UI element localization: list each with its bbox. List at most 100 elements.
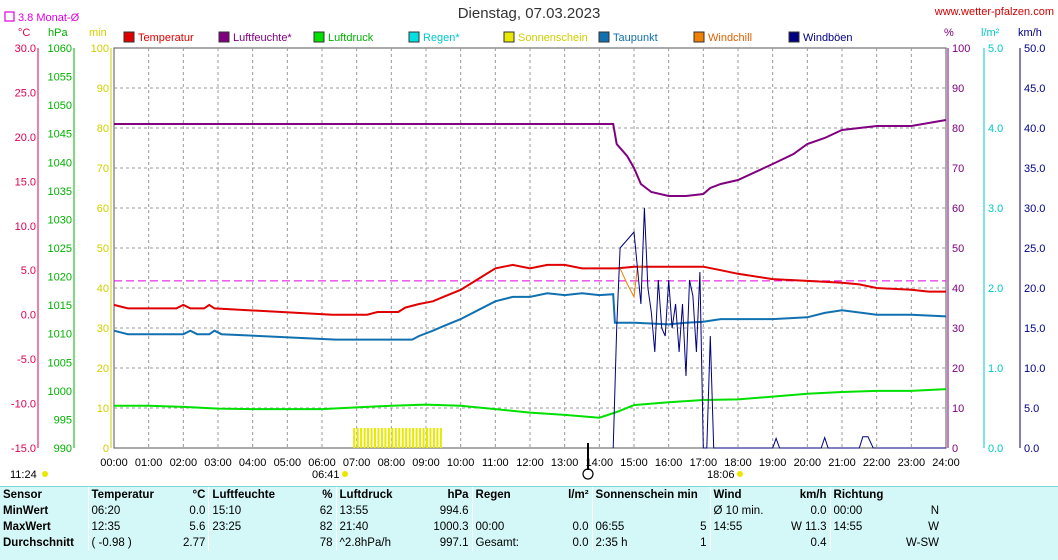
wind-tick-label: 15.0: [1024, 323, 1045, 335]
rain-tick-label: 1.0: [988, 363, 1003, 375]
humidity-tick-label: 60: [952, 203, 964, 215]
stats-row-avg: Durchschnitt ( -0.98 ) 2.77 78 ^2.8hPa/h…: [0, 535, 942, 551]
pressure-tick-label: 1055: [48, 72, 72, 84]
legend-label: Luftfeuchte*: [233, 32, 292, 44]
sun-value: 1: [700, 537, 707, 549]
temp-unit: °C: [192, 489, 206, 501]
x-tick-label: 02:00: [170, 457, 198, 469]
rain-tick-label: 3.0: [988, 203, 1003, 215]
x-tick-label: 22:00: [863, 457, 891, 469]
sun-time: 2:35 h: [591, 535, 655, 551]
press-unit: hPa: [447, 489, 469, 501]
sun-header: Sonnenschein min: [591, 487, 711, 503]
site-link[interactable]: www.wetter-pfalzen.com: [934, 6, 1054, 18]
x-tick-label: 20:00: [794, 457, 822, 469]
wind-value: W 11.3: [790, 521, 827, 533]
dir-time: [829, 535, 891, 551]
hum-time: [208, 535, 279, 551]
wind-unit: km/h: [799, 489, 827, 501]
wind-tick-label: 25.0: [1024, 243, 1045, 255]
sunshine-bar: [374, 428, 376, 448]
wind-tick-label: 30.0: [1024, 203, 1045, 215]
stats-header-row: Sensor Temperatur °C Luftfeuchte % Luftd…: [0, 487, 943, 503]
pressure-unit-label: hPa: [48, 27, 68, 39]
pressure-tick-label: 1045: [48, 129, 72, 141]
sunshine-tick-label: 50: [97, 243, 109, 255]
right-axes: 10090807060504030201005.04.03.02.01.00.0…: [947, 43, 1045, 455]
humidity-tick-label: 90: [952, 83, 964, 95]
x-tick-label: 08:00: [378, 457, 406, 469]
sunshine-bar: [356, 428, 359, 448]
rain-header: Regen: [471, 487, 533, 503]
press-value: 994.6: [439, 505, 469, 517]
sunshine-bar: [384, 428, 387, 448]
rain-tick-label: 0.0: [988, 443, 1003, 455]
pressure-tick-label: 995: [54, 414, 72, 426]
sunshine-bar: [377, 428, 380, 448]
dir-time: 14:55: [829, 519, 891, 535]
row-label: MaxWert: [3, 521, 51, 533]
temp-tick-label: 20.0: [15, 132, 36, 144]
sunshine-bar: [415, 428, 418, 448]
hum-value: 82: [319, 521, 333, 533]
sun-icon: [42, 471, 48, 477]
row-label: Durchschnitt: [3, 537, 74, 549]
temp-time: ( -0.98 ): [87, 535, 157, 551]
pressure-tick-label: 990: [54, 443, 72, 455]
temp-value: 5.6: [189, 521, 206, 533]
x-tick-label: 07:00: [343, 457, 371, 469]
rain-time: [471, 503, 533, 519]
wind-tick-label: 40.0: [1024, 123, 1045, 135]
temp-value: 2.77: [183, 537, 206, 549]
sunshine-bar: [439, 428, 442, 448]
wind-tick-label: 50.0: [1024, 43, 1045, 55]
sunshine-bar: [432, 428, 435, 448]
dir-value: N: [930, 505, 940, 517]
x-tick-label: 09:00: [412, 457, 440, 469]
wind-tick-label: 20.0: [1024, 283, 1045, 295]
hum-value: 78: [319, 537, 333, 549]
sunshine-bar: [429, 428, 432, 448]
humidity-line: [114, 119, 947, 197]
rain-tick-label: 4.0: [988, 123, 1003, 135]
grid: [114, 48, 946, 448]
sunshine-bars: [353, 428, 442, 448]
hum-unit: %: [322, 489, 333, 501]
x-tick-label: 15:00: [620, 457, 648, 469]
sunshine-bar: [391, 428, 394, 448]
pressure-tick-label: 1035: [48, 186, 72, 198]
sun-time: 06:55: [591, 519, 655, 535]
legend-label: Sonnenschein: [518, 32, 588, 44]
pressure-tick-label: 1000: [48, 386, 72, 398]
left-axes: 30.0 25.0 20.0 15.0 10.0 5.0 0.0 -5.0 -10.0 -15.0…: [11, 43, 112, 455]
x-tick-label: 11:00: [482, 457, 509, 469]
temp-tick-label: 10.0: [15, 221, 36, 233]
x-tick-label: 16:00: [655, 457, 683, 469]
dewpoint-line: [113, 292, 947, 341]
monthly-avg-icon: [4, 11, 15, 22]
temp-tick-label: 5.0: [21, 265, 36, 277]
sunshine-tick-label: 100: [91, 43, 109, 55]
sunshine-bar: [398, 428, 401, 448]
sunshine-unit-label: min: [89, 27, 107, 39]
temp-tick-label: -15.0: [11, 443, 36, 455]
dir-value: W-SW: [906, 537, 940, 549]
stats-row-max: MaxWert 12:35 5.6 23:25 82 21:40 1000.3 …: [0, 519, 942, 535]
rain-value: [532, 503, 592, 519]
windchill-line: [619, 266, 645, 299]
humidity-tick-label: 0: [952, 443, 958, 455]
sunshine-tick-label: 90: [97, 83, 109, 95]
wind-tick-label: 35.0: [1024, 163, 1045, 175]
wind-time: [709, 535, 783, 551]
temp-tick-label: 0.0: [21, 310, 36, 322]
x-tick-label: 14:00: [586, 457, 614, 469]
pressure-tick-label: 1020: [48, 272, 72, 284]
sun-value: [654, 503, 710, 519]
sun-markers: 06:41 18:06 11:24: [10, 443, 743, 481]
x-tick-label: 06:00: [308, 457, 336, 469]
sunshine-bar: [387, 428, 390, 448]
humidity-tick-label: 100: [952, 43, 970, 55]
legend-swatch: [123, 31, 135, 43]
humidity-tick-label: 50: [952, 243, 964, 255]
temp-unit-label: °C: [18, 27, 30, 39]
